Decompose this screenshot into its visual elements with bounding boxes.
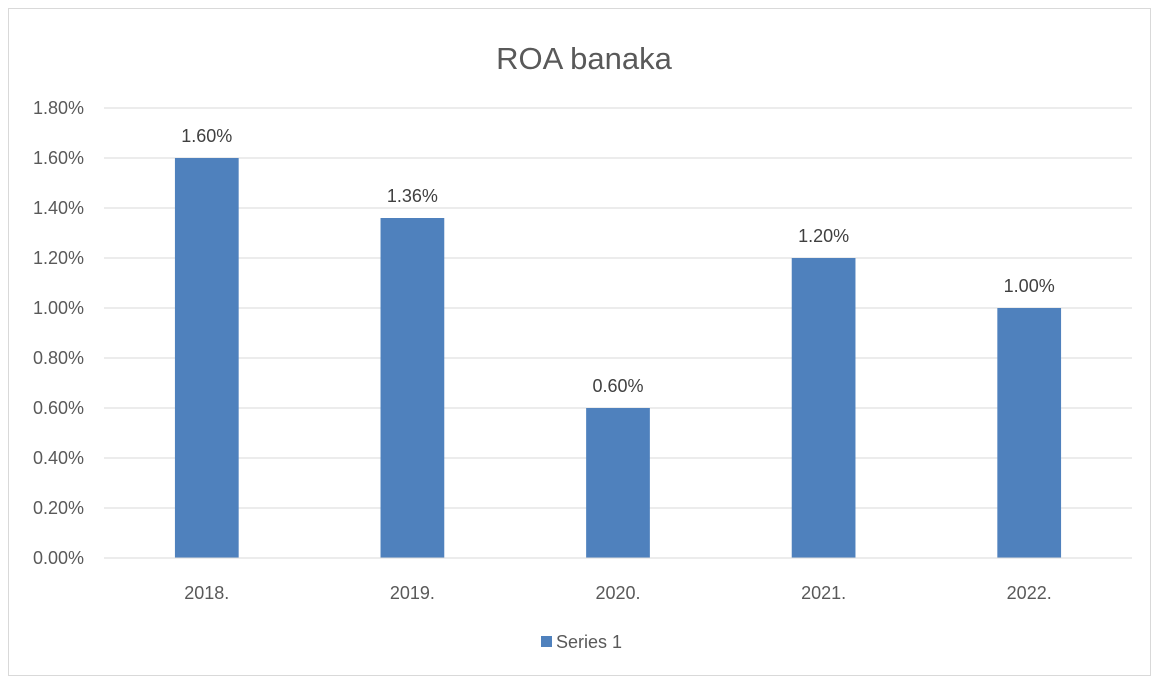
y-tick-label: 1.80% [33, 98, 84, 118]
y-tick-label: 0.20% [33, 498, 84, 518]
chart-svg: ROA banaka 0.00% 0.20% 0.40% 0.60% 0.80% 1.00… [33, 41, 1132, 652]
y-tick-label: 0.80% [33, 348, 84, 368]
legend-label-series-1: Series 1 [556, 632, 622, 652]
x-tick-label: 2021. [801, 583, 846, 603]
y-tick-label: 0.60% [33, 398, 84, 418]
bar[interactable] [174, 158, 239, 558]
bars [174, 158, 1062, 558]
data-label: 1.36% [387, 186, 438, 206]
bar[interactable] [791, 258, 856, 558]
data-label: 1.20% [798, 226, 849, 246]
y-tick-label: 1.20% [33, 248, 84, 268]
x-axis-tick-labels: 2018. 2019. 2020. 2021. 2022. [184, 583, 1051, 603]
y-tick-label: 1.60% [33, 148, 84, 168]
bar[interactable] [997, 308, 1062, 558]
x-tick-label: 2018. [184, 583, 229, 603]
bar[interactable] [586, 408, 650, 558]
data-label: 1.00% [1004, 276, 1055, 296]
gridlines [104, 107, 1132, 509]
y-tick-label: 0.00% [33, 548, 84, 568]
chart-title: ROA banaka [496, 41, 673, 76]
data-label: 1.60% [181, 126, 232, 146]
y-axis-tick-labels: 0.00% 0.20% 0.40% 0.60% 0.80% 1.00% 1.20% 1.40%… [33, 98, 84, 568]
y-tick-label: 0.40% [33, 448, 84, 468]
legend[interactable]: Series 1 [541, 632, 622, 652]
x-tick-label: 2019. [390, 583, 435, 603]
x-tick-label: 2022. [1007, 583, 1052, 603]
chart-frame: ROA banaka 0.00% 0.20% 0.40% 0.60% 0.80% 1.00… [8, 8, 1151, 676]
legend-swatch-series-1 [541, 636, 552, 647]
data-label: 0.60% [592, 376, 643, 396]
data-labels: 1.60% 1.36% 0.60% 1.20% 1.00% [181, 126, 1054, 396]
x-tick-label: 2020. [595, 583, 640, 603]
y-tick-label: 1.00% [33, 298, 84, 318]
bar[interactable] [380, 218, 445, 558]
y-tick-label: 1.40% [33, 198, 84, 218]
